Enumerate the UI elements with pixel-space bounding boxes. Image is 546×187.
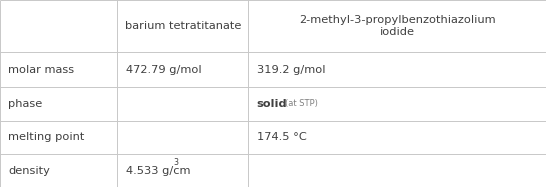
Text: molar mass: molar mass (8, 65, 74, 75)
Text: 4.533 g/cm: 4.533 g/cm (126, 166, 190, 176)
Text: 2-methyl-3-propylbenzothiazolium
iodide: 2-methyl-3-propylbenzothiazolium iodide (299, 15, 496, 37)
Text: solid: solid (257, 99, 287, 109)
Text: 3: 3 (174, 158, 179, 167)
Text: (at STP): (at STP) (285, 99, 318, 108)
Text: 319.2 g/mol: 319.2 g/mol (257, 65, 325, 75)
Text: barium tetratitanate: barium tetratitanate (124, 21, 241, 31)
Text: melting point: melting point (8, 132, 85, 142)
Text: 174.5 °C: 174.5 °C (257, 132, 306, 142)
Text: 472.79 g/mol: 472.79 g/mol (126, 65, 201, 75)
Text: density: density (8, 166, 50, 176)
Text: phase: phase (8, 99, 43, 109)
